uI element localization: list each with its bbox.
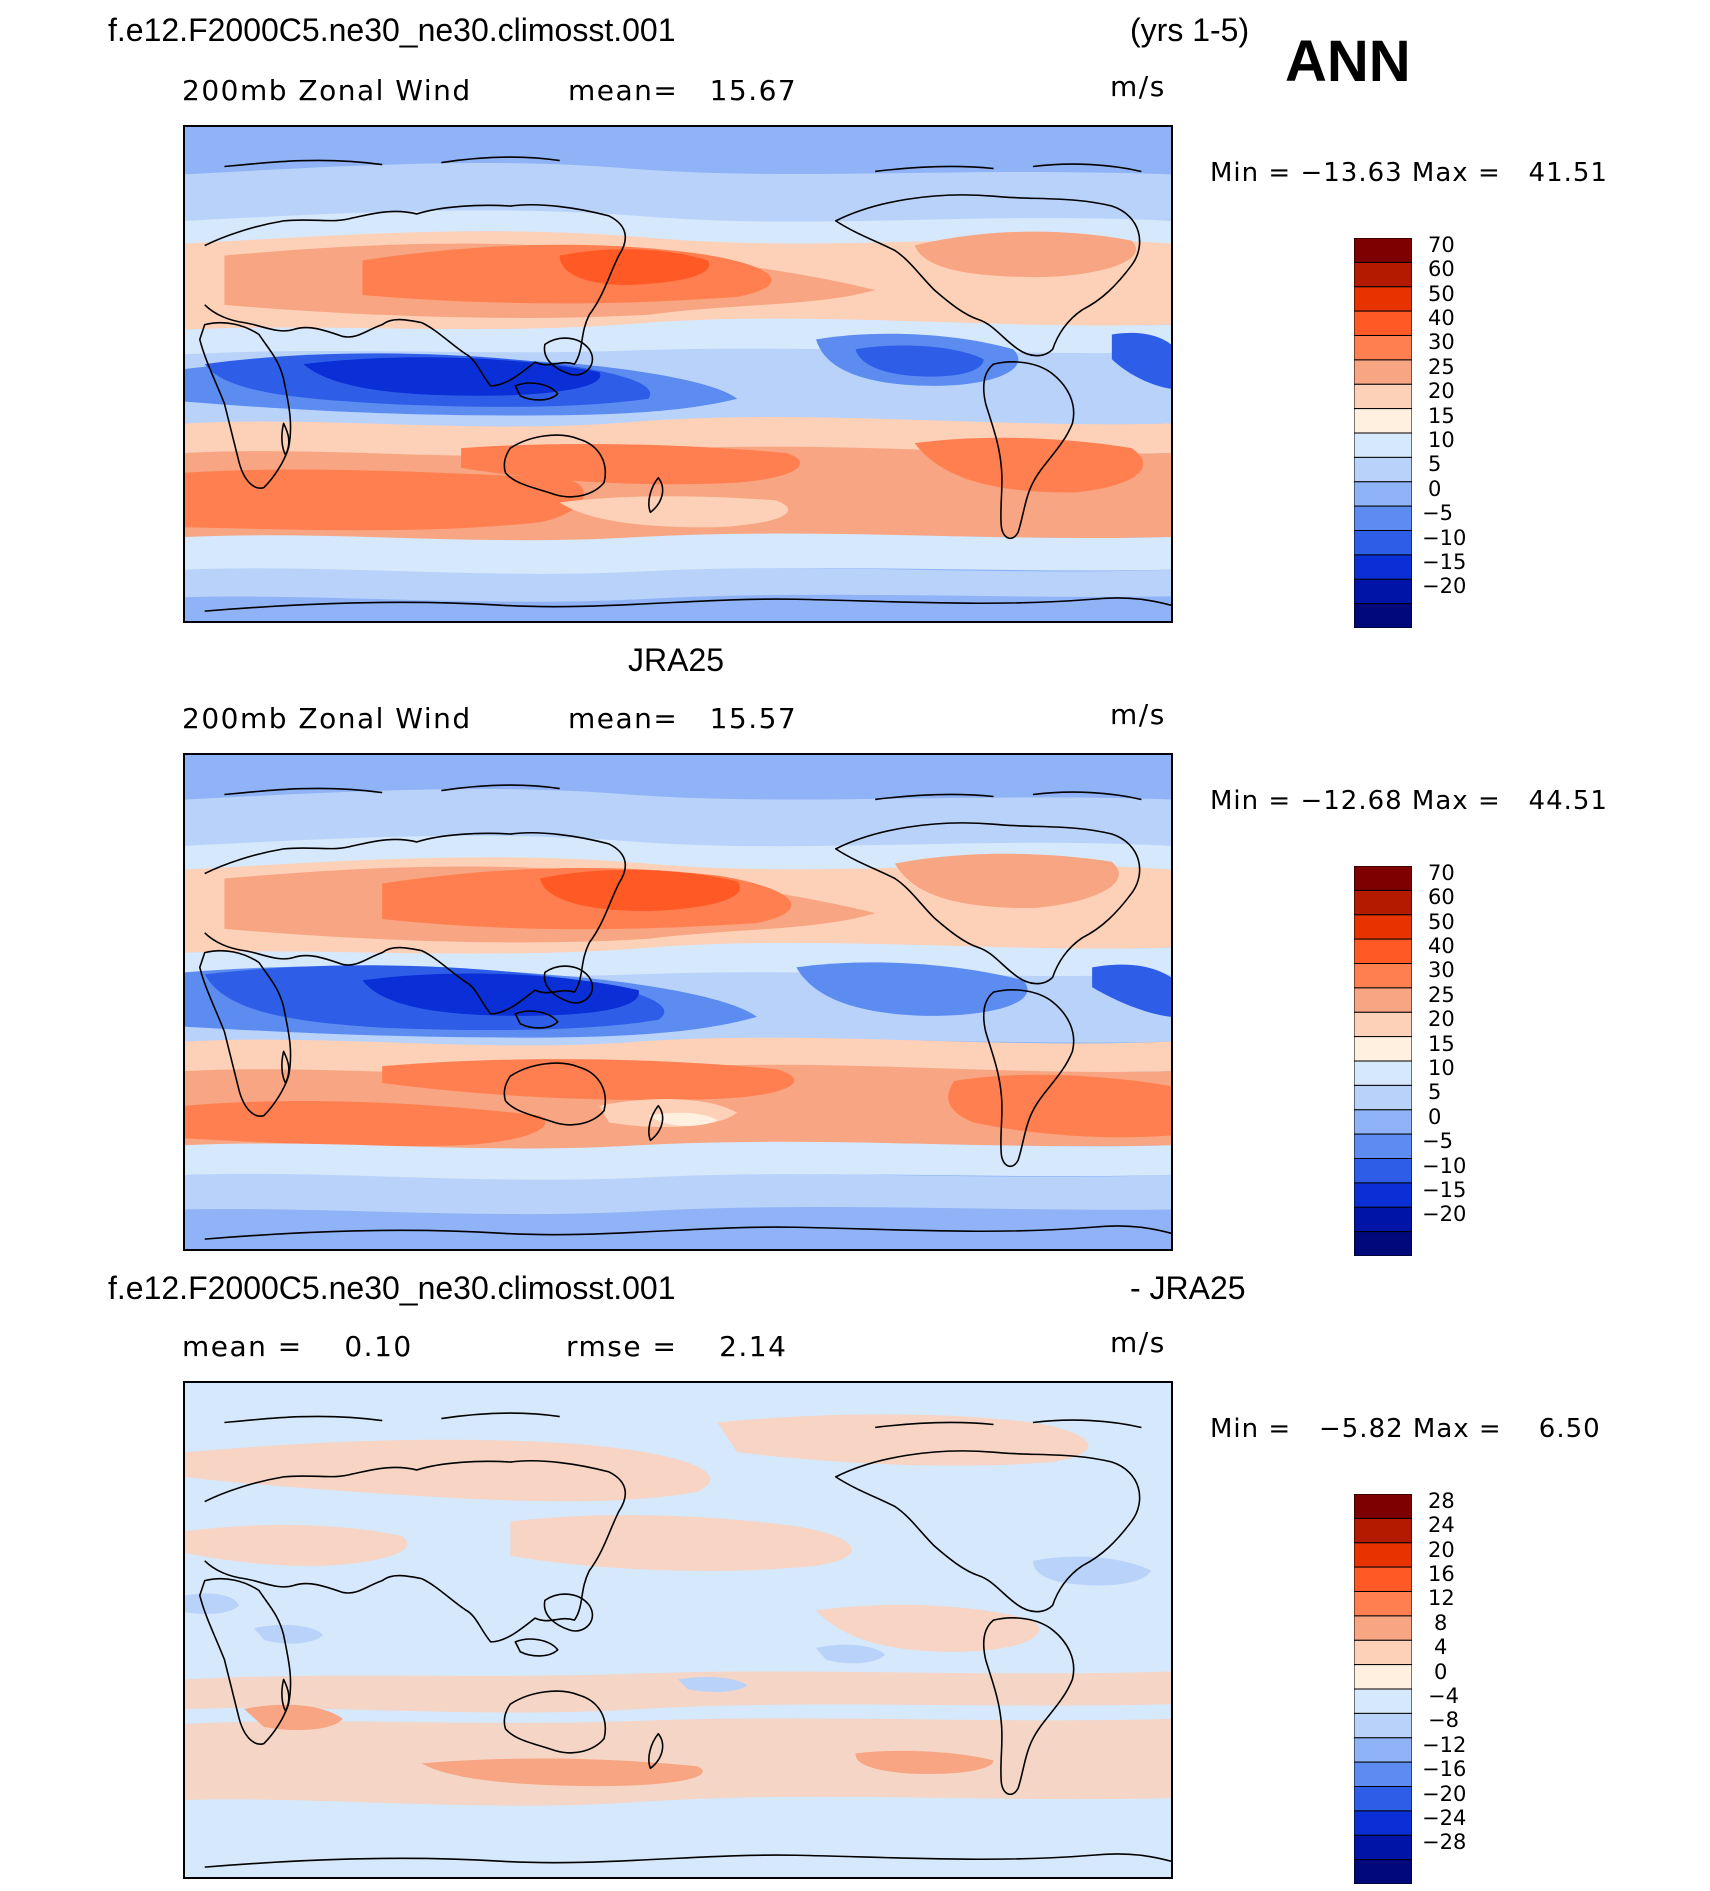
panel1-cb-label-4: 30 — [1428, 330, 1455, 354]
panel3-rmse-label: rmse = 2.14 — [566, 1330, 788, 1363]
panel3-colorbar-swatches — [1353, 1493, 1413, 1885]
panel3-cb-label-13: −24 — [1422, 1806, 1467, 1830]
panel3-map — [183, 1381, 1173, 1879]
panel1-cb-label-3: 40 — [1428, 306, 1455, 330]
panel1-cb-label-11: −5 — [1422, 501, 1453, 525]
panel3-cb-label-3: 16 — [1428, 1562, 1455, 1586]
panel3-cb-label-6: 4 — [1434, 1635, 1448, 1659]
panel3-cb-label-10: −12 — [1422, 1733, 1467, 1757]
panel3-title-case: f.e12.F2000C5.ne30_ne30.climosst.001 — [108, 1270, 676, 1306]
panel2-minmax: Min = −12.68 Max = 44.51 — [1210, 786, 1608, 816]
panel1-cb-label-13: −15 — [1422, 550, 1467, 574]
case-title: f.e12.F2000C5.ne30_ne30.climosst.001 — [108, 12, 676, 48]
panel2-cb-label-7: 15 — [1428, 1032, 1455, 1056]
panel3-cb-label-1: 24 — [1428, 1513, 1455, 1537]
panel3-cb-label-7: 0 — [1434, 1660, 1448, 1684]
panel3-cb-label-12: −20 — [1422, 1782, 1467, 1806]
years-label: (yrs 1-5) — [1130, 12, 1250, 48]
panel2-cb-label-8: 10 — [1428, 1056, 1455, 1080]
panel1-colorbar — [1345, 220, 1413, 629]
panel2-units-label: m/s — [1110, 698, 1166, 731]
panel1-cb-label-2: 50 — [1428, 282, 1455, 306]
panel2-mean-label: mean= 15.57 — [568, 702, 798, 735]
panel3-cb-label-5: 8 — [1434, 1611, 1448, 1635]
panel2-colorbar — [1345, 848, 1413, 1257]
panel1-cb-label-14: −20 — [1422, 574, 1467, 598]
panel3-minmax: Min = −5.82 Max = 6.50 — [1210, 1414, 1601, 1444]
panel1-units-label: m/s — [1110, 70, 1166, 103]
panel3-cb-label-2: 20 — [1428, 1538, 1455, 1562]
panel2-cb-label-6: 20 — [1428, 1007, 1455, 1031]
panel1-cb-label-8: 10 — [1428, 428, 1455, 452]
panel1-map — [183, 125, 1173, 623]
panel2-cb-label-14: −20 — [1422, 1202, 1467, 1226]
panel2-cb-label-13: −15 — [1422, 1178, 1467, 1202]
panel2-cb-label-11: −5 — [1422, 1129, 1453, 1153]
season-label: ANN — [1285, 29, 1411, 94]
panel2-cb-label-5: 25 — [1428, 983, 1455, 1007]
panel2-colorbar-swatches — [1353, 865, 1413, 1257]
panel1-cb-label-1: 60 — [1428, 257, 1455, 281]
panel1-colorbar-swatches — [1353, 237, 1413, 629]
panel1-cb-label-5: 25 — [1428, 355, 1455, 379]
panel2-cb-label-1: 60 — [1428, 885, 1455, 909]
panel1-cb-label-9: 5 — [1428, 452, 1442, 476]
panel3-cb-label-0: 28 — [1428, 1489, 1455, 1513]
panel3-units-label: m/s — [1110, 1326, 1166, 1359]
panel3-colorbar — [1345, 1476, 1413, 1885]
panel1-cb-label-10: 0 — [1428, 477, 1442, 501]
panel2-cb-label-9: 5 — [1428, 1080, 1442, 1104]
panel3-title-obs: - JRA25 — [1130, 1270, 1246, 1306]
panel3-cb-label-14: −28 — [1422, 1830, 1467, 1854]
panel1-cb-label-12: −10 — [1422, 526, 1467, 550]
panel3-cb-label-8: −4 — [1428, 1684, 1459, 1708]
panel1-cb-label-0: 70 — [1428, 233, 1455, 257]
panel1-cb-label-6: 20 — [1428, 379, 1455, 403]
panel1-variable-label: 200mb Zonal Wind — [182, 74, 472, 107]
panel2-cb-label-2: 50 — [1428, 910, 1455, 934]
panel2-cb-label-12: −10 — [1422, 1154, 1467, 1178]
panel3-cb-label-9: −8 — [1428, 1708, 1459, 1732]
panel1-minmax: Min = −13.63 Max = 41.51 — [1210, 158, 1608, 188]
panel2-title: JRA25 — [628, 642, 725, 678]
panel2-map — [183, 753, 1173, 1251]
panel2-cb-label-0: 70 — [1428, 861, 1455, 885]
panel2-variable-label: 200mb Zonal Wind — [182, 702, 472, 735]
panel1-mean-label: mean= 15.67 — [568, 74, 798, 107]
panel2-cb-label-10: 0 — [1428, 1105, 1442, 1129]
panel3-cb-label-4: 12 — [1428, 1586, 1455, 1610]
panel2-cb-label-3: 40 — [1428, 934, 1455, 958]
panel2-cb-label-4: 30 — [1428, 958, 1455, 982]
panel3-mean-label: mean = 0.10 — [182, 1330, 413, 1363]
panel1-cb-label-7: 15 — [1428, 404, 1455, 428]
panel3-cb-label-11: −16 — [1422, 1757, 1467, 1781]
